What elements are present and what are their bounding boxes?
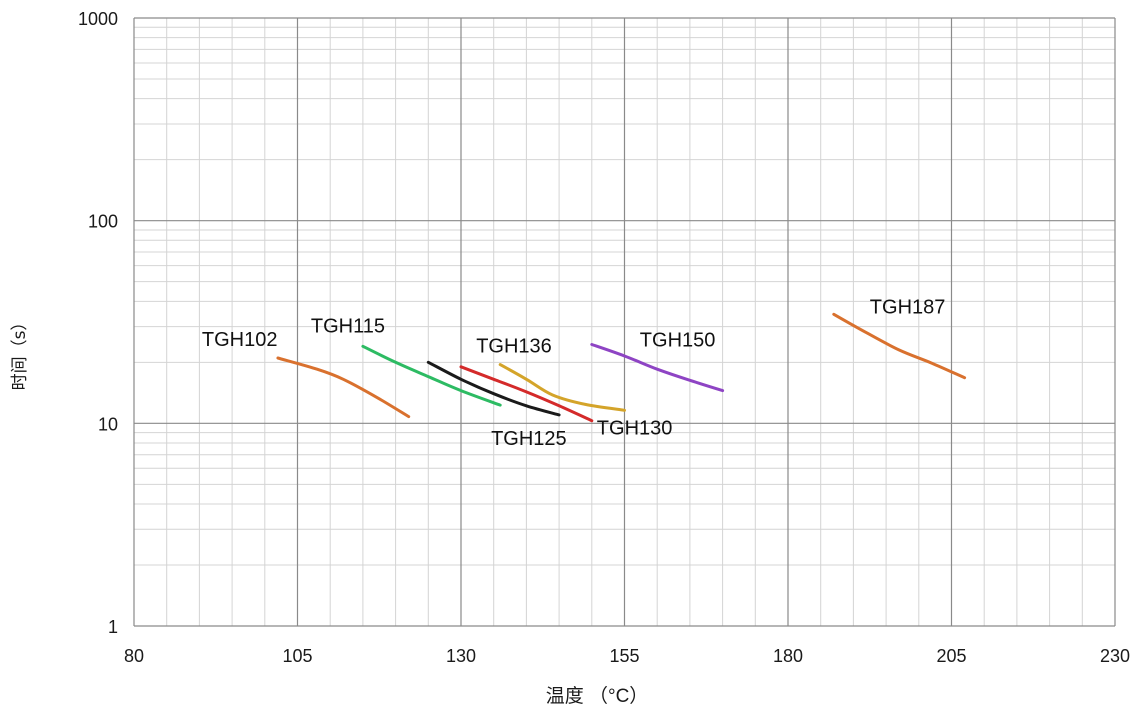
y-tick-label: 10 [98,414,118,434]
series-label-tgh150: TGH150 [640,330,716,352]
x-tick-label: 205 [936,646,966,666]
y-tick-label: 1 [108,617,118,637]
y-tick-label: 100 [88,212,118,232]
x-tick-label: 105 [282,646,312,666]
series-label-tgh125: TGH125 [491,428,567,450]
series-label-tgh130: TGH130 [597,418,673,440]
x-tick-label: 80 [124,646,144,666]
series-line-tgh187 [832,312,967,380]
series-label-tgh187: TGH187 [870,296,946,318]
major-grid [133,17,1116,627]
series-line-tgh125 [426,360,561,417]
series-line-tgh150 [590,343,725,393]
series-line-tgh102 [276,356,411,419]
x-axis-title: 温度 （°C） [546,685,649,707]
series-label-tgh115: TGH115 [311,315,385,337]
x-tick-label: 155 [609,646,639,666]
x-tick-label: 130 [446,646,476,666]
series-annotations: TGH102 TGH115 TGH136 TGH150 TGH187 TGH125 TGH1… [202,296,945,450]
series-line-tgh130 [459,365,594,423]
tick-labels: 80 105 130 155 180 205 230 1 10 100 1000 [78,9,1130,666]
series-layer [276,312,967,423]
series-label-tgh136: TGH136 [476,336,552,358]
x-tick-label: 230 [1100,646,1130,666]
y-axis-title: 时间（s） [10,314,30,391]
x-tick-label: 180 [773,646,803,666]
series-line-tgh115 [361,344,502,407]
series-line-tgh136 [498,363,626,412]
series-label-tgh102: TGH102 [202,329,278,351]
y-tick-label: 1000 [78,9,118,29]
